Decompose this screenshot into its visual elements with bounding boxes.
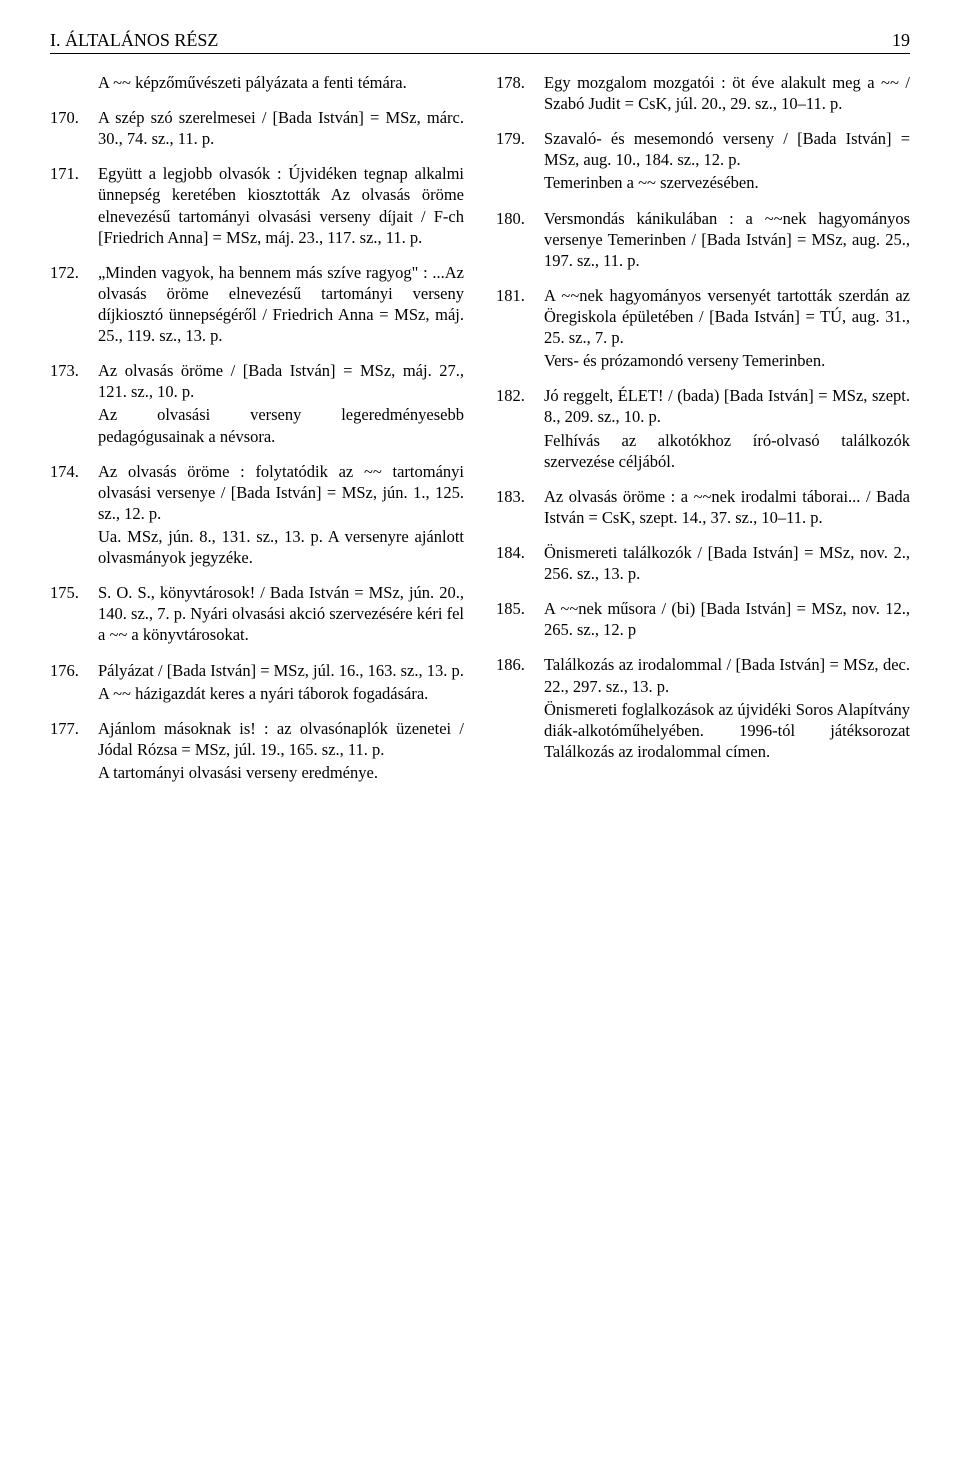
entry-text: „Minden vagyok, ha bennem más szíve ragy… (98, 262, 464, 346)
entry-number: 170. (50, 107, 98, 149)
entry: 180. Versmondás kánikulában : a ~~nek ha… (496, 208, 910, 271)
entry-body: Találkozás az irodalommal / [Bada István… (544, 654, 910, 762)
entry-number: 176. (50, 660, 98, 704)
entry: 177. Ajánlom másoknak is! : az olvasónap… (50, 718, 464, 783)
entry-note: Az olvasási verseny legeredményesebb ped… (98, 404, 464, 446)
left-column: A ~~ képzőművészeti pályázata a fenti té… (50, 72, 464, 797)
entry-note: Felhívás az alkotókhoz író-olvasó találk… (544, 430, 910, 472)
entry: 178. Egy mozgalom mozgatói : öt éve alak… (496, 72, 910, 114)
entry-note: Önismereti foglalkozások az újvidéki Sor… (544, 699, 910, 762)
entry-text: A ~~nek műsora / (bi) [Bada István] = MS… (544, 598, 910, 640)
entry-note: A ~~ házigazdát keres a nyári táborok fo… (98, 683, 464, 704)
entry-text: Szavaló- és mesemondó verseny / [Bada Is… (544, 128, 910, 170)
entry: 172. „Minden vagyok, ha bennem más szíve… (50, 262, 464, 346)
entry-body: A ~~nek hagyományos versenyét tartották … (544, 285, 910, 371)
page-header: I. ÁLTALÁNOS RÉSZ 19 (50, 30, 910, 54)
entry: 182. Jó reggelt, ÉLET! / (bada) [Bada Is… (496, 385, 910, 471)
entry-number: 177. (50, 718, 98, 783)
entry-body: Pályázat / [Bada István] = MSz, júl. 16.… (98, 660, 464, 704)
entry-text: A ~~nek hagyományos versenyét tartották … (544, 285, 910, 348)
intro-text: A ~~ képzőművészeti pályázata a fenti té… (98, 72, 464, 93)
entry: 183. Az olvasás öröme : a ~~nek irodalmi… (496, 486, 910, 528)
entry: 173. Az olvasás öröme / [Bada István] = … (50, 360, 464, 446)
entry-text: S. O. S., könyvtárosok! / Bada István = … (98, 582, 464, 645)
content-columns: A ~~ képzőművészeti pályázata a fenti té… (50, 72, 910, 797)
entry-number: 180. (496, 208, 544, 271)
entry-number: 181. (496, 285, 544, 371)
entry-note: A tartományi olvasási verseny eredménye. (98, 762, 464, 783)
entry-text: Egy mozgalom mozgatói : öt éve alakult m… (544, 72, 910, 114)
entry-number: 178. (496, 72, 544, 114)
entry-number: 173. (50, 360, 98, 446)
entry-number: 186. (496, 654, 544, 762)
entry-text: Találkozás az irodalommal / [Bada István… (544, 654, 910, 696)
entry-number: 182. (496, 385, 544, 471)
entry: 186. Találkozás az irodalommal / [Bada I… (496, 654, 910, 762)
entry-body: Az olvasás öröme : folytatódik az ~~ tar… (98, 461, 464, 569)
entry-body: Szavaló- és mesemondó verseny / [Bada Is… (544, 128, 910, 193)
entry: 176. Pályázat / [Bada István] = MSz, júl… (50, 660, 464, 704)
entry: 179. Szavaló- és mesemondó verseny / [Ba… (496, 128, 910, 193)
entry: 171. Együtt a legjobb olvasók : Újvidéke… (50, 163, 464, 247)
entry-text: Önismereti találkozók / [Bada István] = … (544, 542, 910, 584)
entry: 181. A ~~nek hagyományos versenyét tarto… (496, 285, 910, 371)
entry-number: 179. (496, 128, 544, 193)
entry-text: Jó reggelt, ÉLET! / (bada) [Bada István]… (544, 385, 910, 427)
entry: 170. A szép szó szerelmesei / [Bada Istv… (50, 107, 464, 149)
page-number: 19 (892, 30, 910, 51)
entry-body: Ajánlom másoknak is! : az olvasónaplók ü… (98, 718, 464, 783)
entry-number: 174. (50, 461, 98, 569)
entry-text: Az olvasás öröme : a ~~nek irodalmi tábo… (544, 486, 910, 528)
section-title: I. ÁLTALÁNOS RÉSZ (50, 30, 218, 51)
entry-text: Az olvasás öröme / [Bada István] = MSz, … (98, 360, 464, 402)
entry-number: 183. (496, 486, 544, 528)
entry-text: A szép szó szerelmesei / [Bada István] =… (98, 107, 464, 149)
entry-text: Ajánlom másoknak is! : az olvasónaplók ü… (98, 718, 464, 760)
entry-note: Temerinben a ~~ szervezésében. (544, 172, 910, 193)
entry: 184. Önismereti találkozók / [Bada Istvá… (496, 542, 910, 584)
entry-number: 185. (496, 598, 544, 640)
entry-text: Pályázat / [Bada István] = MSz, júl. 16.… (98, 660, 464, 681)
entry-number: 172. (50, 262, 98, 346)
entry: 185. A ~~nek műsora / (bi) [Bada István]… (496, 598, 910, 640)
entry-body: Az olvasás öröme / [Bada István] = MSz, … (98, 360, 464, 446)
entry: 175. S. O. S., könyvtárosok! / Bada Istv… (50, 582, 464, 645)
entry-number: 171. (50, 163, 98, 247)
entry-note: Vers- és prózamondó verseny Temerinben. (544, 350, 910, 371)
entry-text: Versmondás kánikulában : a ~~nek hagyomá… (544, 208, 910, 271)
right-column: 178. Egy mozgalom mozgatói : öt éve alak… (496, 72, 910, 797)
entry-text: Együtt a legjobb olvasók : Újvidéken teg… (98, 163, 464, 247)
entry-text: Az olvasás öröme : folytatódik az ~~ tar… (98, 461, 464, 524)
entry: 174. Az olvasás öröme : folytatódik az ~… (50, 461, 464, 569)
entry-number: 184. (496, 542, 544, 584)
entry-number: 175. (50, 582, 98, 645)
entry-body: Jó reggelt, ÉLET! / (bada) [Bada István]… (544, 385, 910, 471)
entry-note: Ua. MSz, jún. 8., 131. sz., 13. p. A ver… (98, 526, 464, 568)
